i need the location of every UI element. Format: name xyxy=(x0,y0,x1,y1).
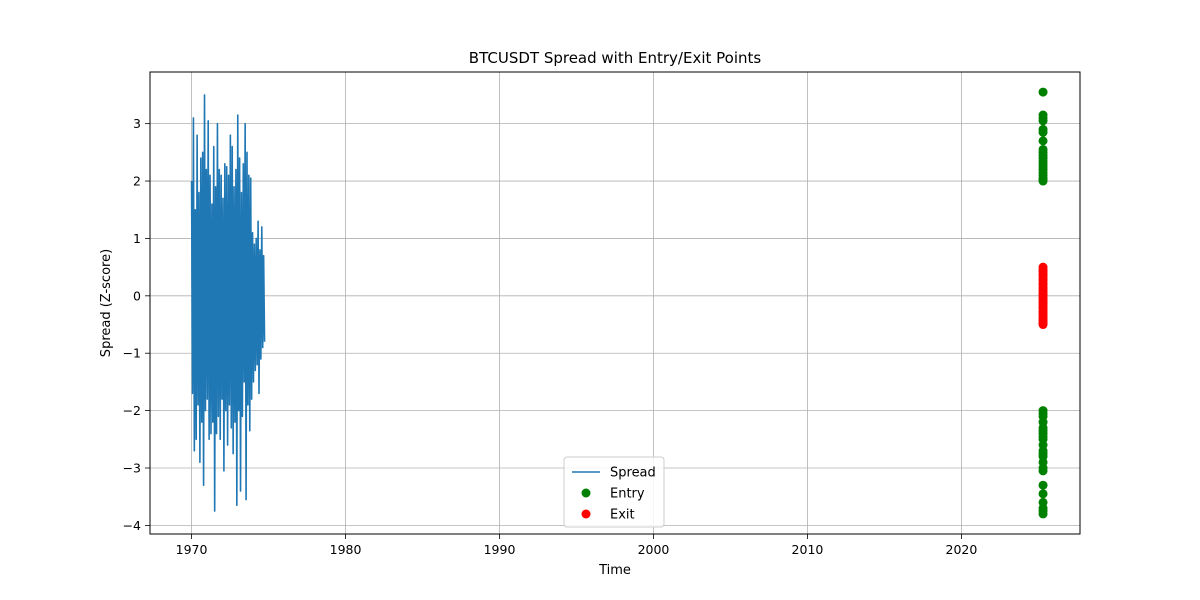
legend-label-exit: Exit xyxy=(610,508,635,523)
scatter-point-entry xyxy=(1038,466,1048,476)
y-tick-label: 3 xyxy=(133,116,141,131)
chart-title: BTCUSDT Spread with Entry/Exit Points xyxy=(469,49,762,67)
y-tick-label: 2 xyxy=(133,174,141,189)
scatter-point-entry xyxy=(1038,489,1048,499)
y-axis-label: Spread (Z-score) xyxy=(99,249,114,357)
legend-box xyxy=(563,456,665,528)
x-tick-label: 1970 xyxy=(176,542,208,557)
legend: Spread Entry Exit xyxy=(563,456,665,528)
plot-frame xyxy=(149,71,1081,535)
x-tick-label: 2000 xyxy=(638,542,670,557)
legend-label-entry: Entry xyxy=(610,487,645,502)
x-axis: 1970 1980 1990 2000 2010 2020 xyxy=(176,534,978,557)
grid xyxy=(150,72,1080,534)
y-tick-label: −3 xyxy=(123,461,141,476)
x-tick-label: 2010 xyxy=(792,542,824,557)
series-line-spread xyxy=(190,94,266,512)
x-axis-label: Time xyxy=(598,563,631,578)
scatter-point-entry xyxy=(1038,116,1048,126)
scatter-point-entry xyxy=(1038,480,1048,490)
y-tick-label: −1 xyxy=(123,346,141,361)
y-axis: −4 −3 −2 −1 0 1 2 3 xyxy=(123,116,150,533)
scatter-point-entry xyxy=(1038,175,1048,185)
scatter-point-entry xyxy=(1038,136,1048,146)
plot-area xyxy=(190,87,1048,519)
legend-swatch-exit xyxy=(581,509,591,519)
legend-swatch-entry xyxy=(581,488,591,498)
scatter-point-entry xyxy=(1038,509,1048,519)
x-tick-label: 1990 xyxy=(484,542,516,557)
y-tick-label: −2 xyxy=(123,403,141,418)
x-tick-label: 1980 xyxy=(330,542,362,557)
scatter-point-entry xyxy=(1038,87,1048,97)
x-tick-label: 2020 xyxy=(946,542,978,557)
legend-label-spread: Spread xyxy=(610,466,656,481)
y-tick-label: 1 xyxy=(133,231,141,246)
y-tick-label: −4 xyxy=(123,518,141,533)
y-tick-label: 0 xyxy=(133,288,141,303)
scatter-point-exit xyxy=(1038,320,1048,330)
scatter-point-entry xyxy=(1038,127,1048,137)
